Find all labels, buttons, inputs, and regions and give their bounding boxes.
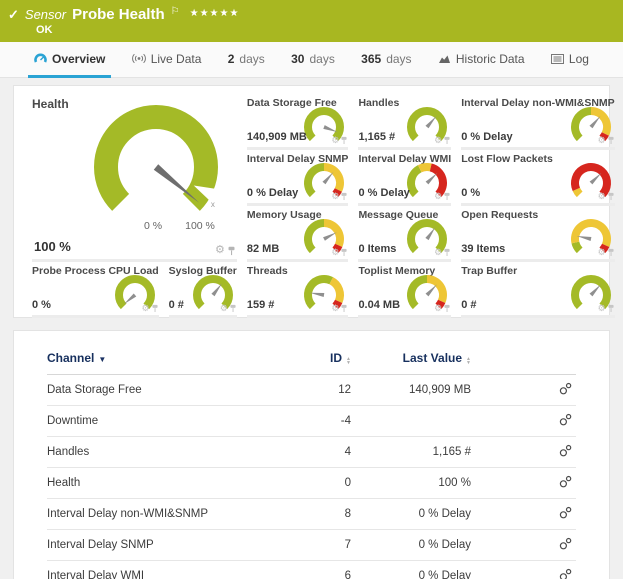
health-gauge — [81, 103, 231, 238]
table-row[interactable]: Downtime -4 — [47, 406, 576, 437]
gear-icon[interactable]: ⚙ — [331, 248, 339, 257]
gear-icon[interactable]: ⚙ — [331, 136, 339, 145]
pin-icon[interactable] — [230, 304, 236, 313]
broadcast-icon — [132, 53, 146, 64]
gauge-card[interactable]: Open Requests 39 Items ⚙ — [461, 206, 614, 262]
log-icon — [551, 54, 564, 64]
channel-settings-icon[interactable] — [559, 382, 572, 395]
area-chart-icon — [438, 53, 451, 64]
gauge-card[interactable]: Threads 159 # ⚙ — [247, 262, 349, 318]
health-gauge-card[interactable]: Health x 0 % 100 % 100 % ⚙ — [32, 94, 237, 262]
pin-icon[interactable] — [228, 246, 235, 256]
gauge-card[interactable]: Memory Usage 82 MB ⚙ — [247, 206, 349, 262]
gauge-card[interactable]: Handles 1,165 # ⚙ — [358, 94, 451, 150]
pin-icon[interactable] — [341, 248, 347, 257]
column-header-id[interactable]: ID▲▼ — [281, 343, 351, 375]
pin-icon[interactable] — [444, 304, 450, 313]
channel-settings-icon[interactable] — [559, 413, 572, 426]
table-row[interactable]: Interval Delay WMI 6 0 % Delay — [47, 561, 576, 579]
channel-settings-icon[interactable] — [559, 444, 572, 457]
tab-30-days[interactable]: 30 days — [285, 42, 341, 78]
pin-icon[interactable] — [444, 248, 450, 257]
table-row[interactable]: Health 0 100 % — [47, 468, 576, 499]
channel-settings-icon[interactable] — [559, 475, 572, 488]
tab-live-data[interactable]: Live Data — [126, 42, 208, 78]
gauge-card[interactable]: Syslog Buffer 0 # ⚙ — [169, 262, 237, 318]
gauge-card[interactable]: Interval Delay non-WMI&SNMP 0 % Delay ⚙ — [461, 94, 614, 150]
tab-2-days[interactable]: 2 days — [222, 42, 271, 78]
tab-bar: Overview Live Data 2 days 30 days 365 da… — [0, 42, 623, 78]
gauge-icon — [34, 52, 47, 65]
status-badge: OK — [36, 24, 623, 36]
gear-icon[interactable]: ⚙ — [598, 136, 606, 145]
column-header-channel[interactable]: Channel▼ — [47, 343, 281, 375]
status-check-icon: ✓ — [8, 7, 19, 23]
tab-log[interactable]: Log — [545, 42, 595, 78]
gear-icon[interactable]: ⚙ — [220, 304, 228, 313]
gauge-axis-max: 100 % — [185, 220, 215, 232]
gear-icon[interactable]: ⚙ — [598, 192, 606, 201]
pin-icon[interactable] — [341, 304, 347, 313]
gauge-axis-min: 0 % — [144, 220, 162, 232]
channel-table-panel: Channel▼ ID▲▼ Last Value▲▼ Data Storage … — [13, 330, 610, 579]
table-row[interactable]: Data Storage Free 12 140,909 MB — [47, 375, 576, 406]
gear-icon[interactable]: ⚙ — [331, 192, 339, 201]
pin-icon[interactable] — [341, 192, 347, 201]
object-kind-label: Sensor — [25, 7, 66, 22]
channel-settings-icon[interactable] — [559, 568, 572, 579]
table-row[interactable]: Handles 4 1,165 # — [47, 437, 576, 468]
priority-stars[interactable]: ★★★★★ — [190, 8, 240, 19]
tab-historic-data[interactable]: Historic Data — [432, 42, 531, 78]
pin-icon[interactable] — [152, 304, 158, 313]
gauge-card[interactable]: Interval Delay WMI 0 % Delay ⚙ — [358, 150, 451, 206]
gauge-end-marker: x — [211, 200, 215, 209]
sort-desc-icon: ▼ — [98, 355, 106, 364]
table-row[interactable]: Interval Delay non-WMI&SNMP 8 0 % Delay — [47, 499, 576, 530]
gear-icon[interactable]: ⚙ — [215, 245, 225, 256]
sort-icon: ▲▼ — [346, 357, 351, 365]
pin-icon[interactable] — [608, 136, 614, 145]
gauge-value: 100 % — [34, 239, 71, 254]
gear-icon[interactable]: ⚙ — [434, 192, 442, 201]
pin-icon[interactable] — [608, 248, 614, 257]
gauge-card[interactable]: Probe Process CPU Load 0 % ⚙ — [32, 262, 159, 318]
pin-icon[interactable] — [608, 192, 614, 201]
gear-icon[interactable]: ⚙ — [598, 304, 606, 313]
channel-table: Channel▼ ID▲▼ Last Value▲▼ Data Storage … — [47, 343, 576, 579]
channel-settings-icon[interactable] — [559, 506, 572, 519]
gauge-card[interactable]: Data Storage Free 140,909 MB ⚙ — [247, 94, 349, 150]
tab-365-days[interactable]: 365 days — [355, 42, 417, 78]
pin-icon[interactable] — [444, 136, 450, 145]
gear-icon[interactable]: ⚙ — [331, 304, 339, 313]
gear-icon[interactable]: ⚙ — [142, 304, 150, 313]
flag-icon[interactable]: ⚐ — [171, 6, 180, 17]
pin-icon[interactable] — [608, 304, 614, 313]
sort-icon: ▲▼ — [466, 357, 471, 365]
gear-icon[interactable]: ⚙ — [434, 248, 442, 257]
table-header-row: Channel▼ ID▲▼ Last Value▲▼ — [47, 343, 576, 375]
pin-icon[interactable] — [444, 192, 450, 201]
gauge-card[interactable]: Trap Buffer 0 # ⚙ — [461, 262, 614, 318]
channel-settings-icon[interactable] — [559, 537, 572, 550]
pin-icon[interactable] — [341, 136, 347, 145]
gauge-card[interactable]: Toplist Memory 0.04 MB ⚙ — [358, 262, 451, 318]
gear-icon[interactable]: ⚙ — [434, 136, 442, 145]
table-row[interactable]: Interval Delay SNMP 7 0 % Delay — [47, 530, 576, 561]
gauges-panel: Health x 0 % 100 % 100 % ⚙ Data Storage … — [13, 85, 610, 318]
page-title: Probe Health — [72, 6, 165, 23]
gauge-card[interactable]: Message Queue 0 Items ⚙ — [358, 206, 451, 262]
gauge-card[interactable]: Lost Flow Packets 0 % ⚙ — [461, 150, 614, 206]
column-header-last-value[interactable]: Last Value▲▼ — [351, 343, 471, 375]
sensor-header: ✓ Sensor Probe Health ⚐ ★★★★★ OK — [0, 0, 623, 42]
gear-icon[interactable]: ⚙ — [434, 304, 442, 313]
tab-overview[interactable]: Overview — [28, 42, 111, 78]
gear-icon[interactable]: ⚙ — [598, 248, 606, 257]
gauge-card[interactable]: Interval Delay SNMP 0 % Delay ⚙ — [247, 150, 349, 206]
